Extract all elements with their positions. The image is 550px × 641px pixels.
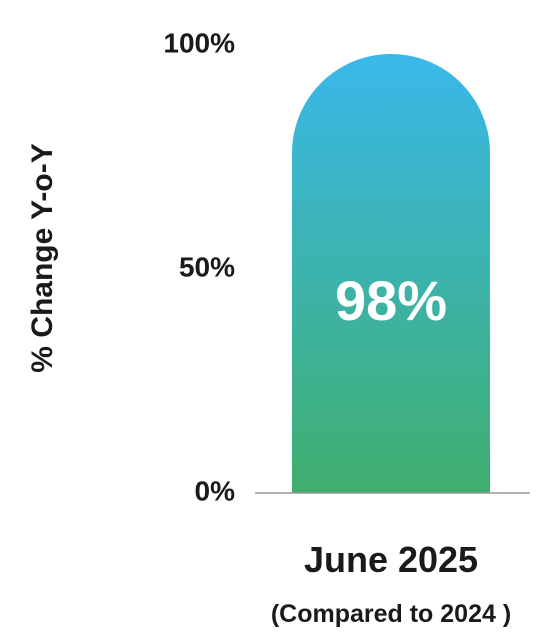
- y-tick-label: 50%: [179, 251, 235, 282]
- y-ticks: 0% 50% 100%: [163, 27, 235, 506]
- y-axis-label: % Change Y-o-Y: [26, 143, 59, 372]
- category-note: (Compared to 2024 ): [271, 600, 511, 628]
- category-label: June 2025: [304, 539, 478, 580]
- bar-value-label: 98%: [335, 269, 447, 332]
- bars: 98%: [292, 53, 490, 493]
- y-tick-label: 0%: [195, 475, 236, 506]
- y-tick-label: 100%: [163, 27, 235, 58]
- bar: [292, 53, 490, 493]
